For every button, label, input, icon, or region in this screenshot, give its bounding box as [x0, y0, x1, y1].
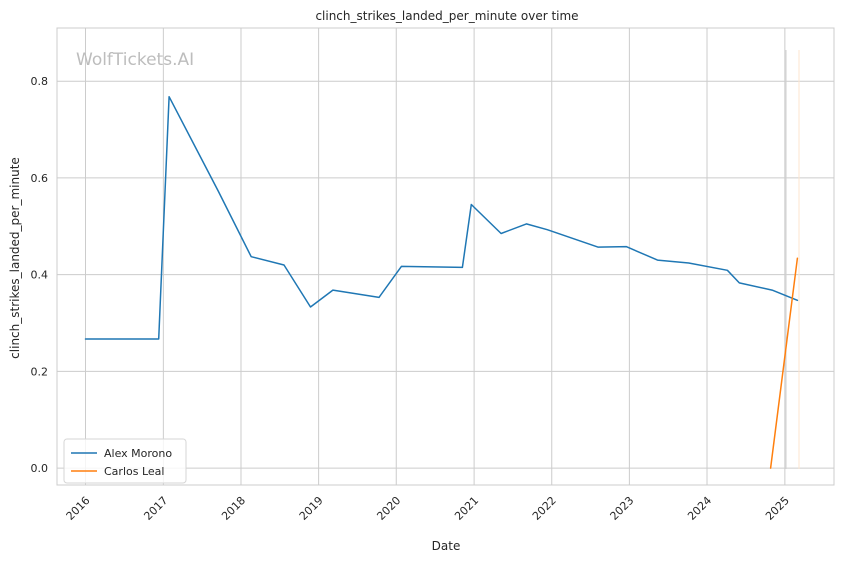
series-line-2 — [769, 257, 799, 469]
series-line-1 — [84, 95, 799, 340]
y-axis-title: clinch_strikes_landed_per_minute — [8, 157, 22, 359]
legend-label: Alex Morono — [104, 447, 172, 460]
grid — [57, 28, 834, 485]
legend: Alex Morono Carlos Leal — [63, 438, 187, 484]
legend-label: Carlos Leal — [104, 465, 164, 478]
y-tick-label: 0.6 — [31, 172, 49, 185]
legend-box — [63, 438, 187, 484]
watermark: WolfTickets.AI — [76, 50, 194, 70]
y-tick-label: 0.8 — [31, 75, 49, 88]
y-axis-ticks: 0.0 0.2 0.4 0.6 0.8 — [31, 75, 49, 475]
chart-title: clinch_strikes_landed_per_minute over ti… — [315, 9, 578, 23]
y-tick-label: 0.4 — [31, 269, 49, 282]
x-axis-title: Date — [432, 539, 461, 553]
plot-background — [56, 27, 835, 486]
y-tick-label: 0.0 — [31, 462, 49, 475]
series-layer — [84, 95, 799, 469]
y-tick-label: 0.2 — [31, 365, 49, 378]
plot-area: WolfTickets.AI — [56, 27, 835, 486]
